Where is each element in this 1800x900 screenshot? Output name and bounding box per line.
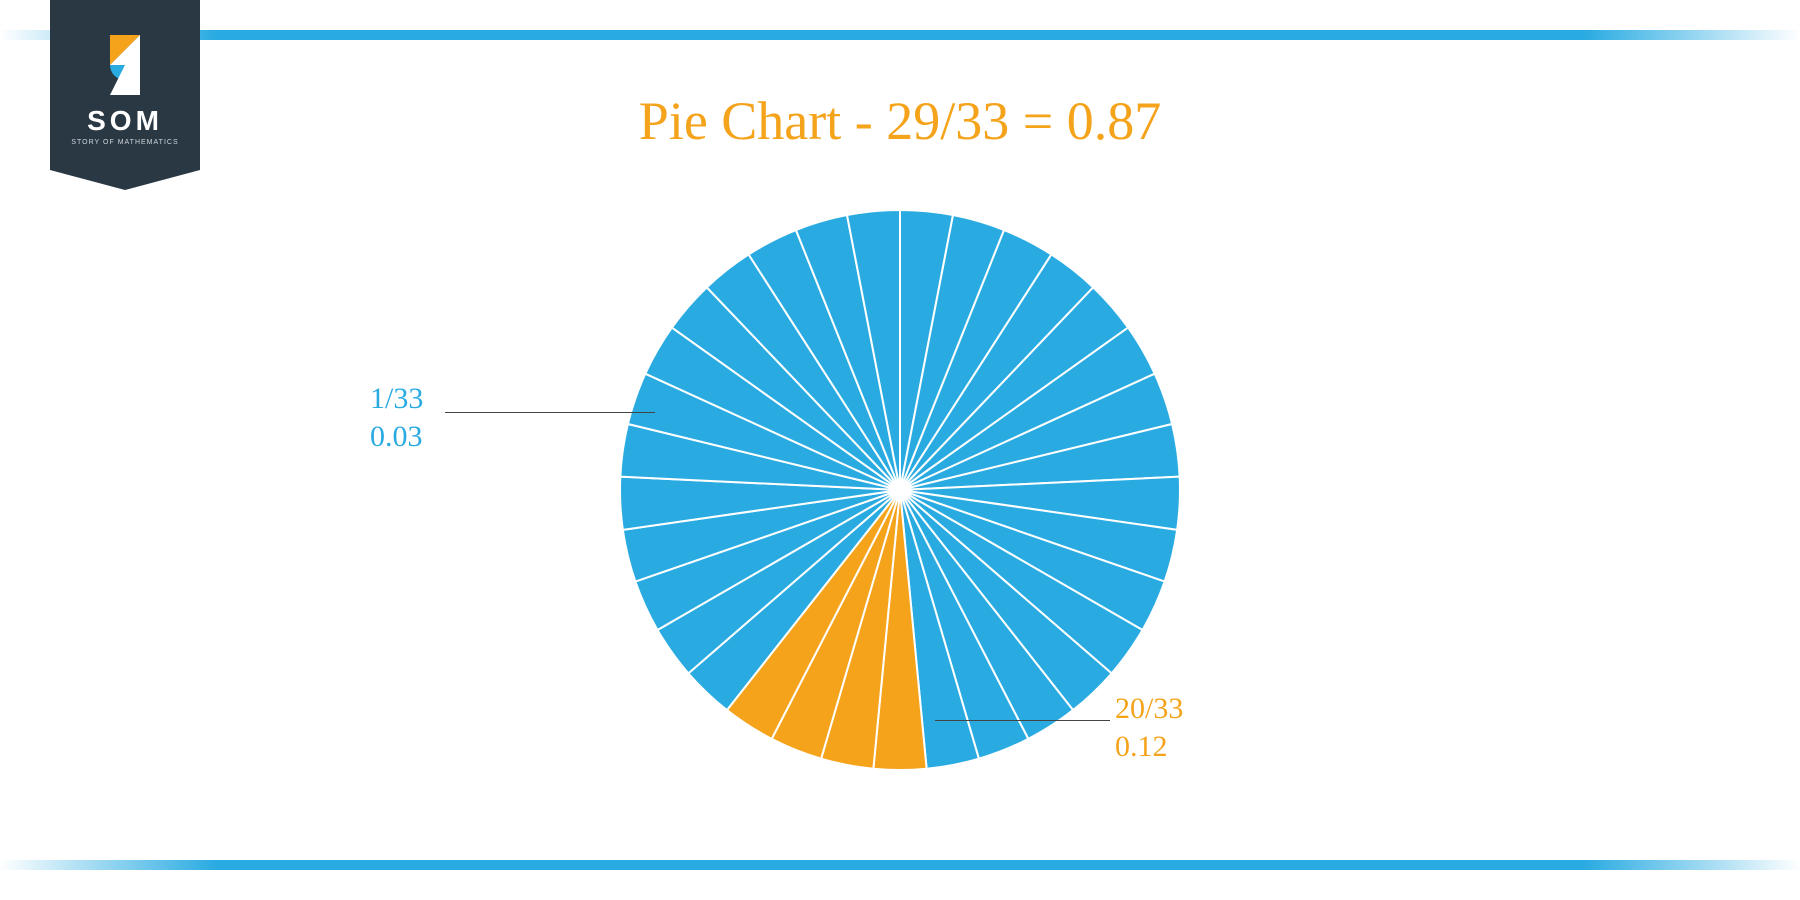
chart-title: Pie Chart - 29/33 = 0.87	[0, 90, 1800, 152]
brand-logo-icon	[95, 35, 155, 95]
callout-right: 20/33 0.12	[1115, 690, 1183, 765]
callout-right-fraction: 20/33	[1115, 690, 1183, 728]
top-accent-bar	[0, 30, 1800, 40]
callout-left-decimal: 0.03	[370, 418, 423, 456]
chart-container	[0, 210, 1800, 770]
callout-left: 1/33 0.03	[370, 380, 423, 455]
callout-right-line	[935, 720, 1110, 721]
callout-left-fraction: 1/33	[370, 380, 423, 418]
bottom-accent-bar	[0, 860, 1800, 870]
callout-left-line	[445, 412, 655, 413]
pie-center	[894, 484, 906, 496]
pie-chart	[620, 210, 1180, 770]
callout-right-decimal: 0.12	[1115, 728, 1183, 766]
